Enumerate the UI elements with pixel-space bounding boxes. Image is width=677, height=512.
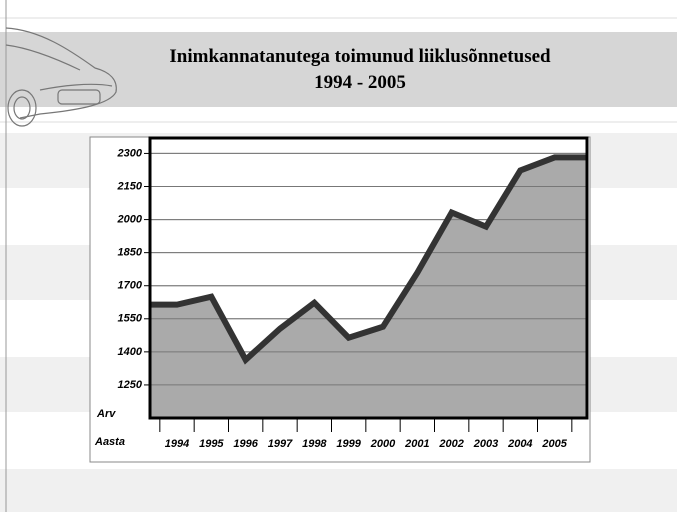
x-tick-label: 2004 [507, 438, 532, 450]
y-tick-label: 1700 [118, 280, 143, 292]
y-axis-label: Arv [96, 408, 116, 420]
slide: Inimkannatanutega toimunud liiklusõnnetu… [0, 0, 677, 512]
y-tick-label: 2000 [117, 213, 143, 225]
x-tick-label: 1997 [268, 438, 293, 450]
x-tick-label: 1994 [165, 438, 189, 450]
x-tick-label: 2002 [438, 438, 463, 450]
x-tick-label: 2001 [404, 438, 429, 450]
chart-subtitle: 1994 - 2005 [314, 72, 406, 93]
x-tick-label: 2000 [370, 438, 396, 450]
y-tick-label: 1550 [118, 313, 143, 325]
y-tick-label: 1250 [118, 379, 143, 391]
y-tick-label: 2300 [117, 147, 143, 159]
x-tick-label: 2005 [541, 438, 567, 450]
y-tick-label: 1850 [118, 247, 143, 259]
chart-title: Inimkannatanutega toimunud liiklusõnnetu… [169, 46, 551, 67]
x-tick-label: 1996 [233, 438, 258, 450]
page: {"chart_data": {"type": "area", "title":… [0, 0, 677, 512]
x-tick-label: 1998 [302, 438, 327, 450]
x-tick-label: 2003 [473, 438, 498, 450]
y-tick-label: 1400 [118, 346, 143, 358]
x-axis-label: Aasta [94, 436, 125, 448]
y-tick-label: 2150 [117, 180, 143, 192]
x-tick-label: 1995 [199, 438, 224, 450]
x-tick-label: 1999 [336, 438, 361, 450]
